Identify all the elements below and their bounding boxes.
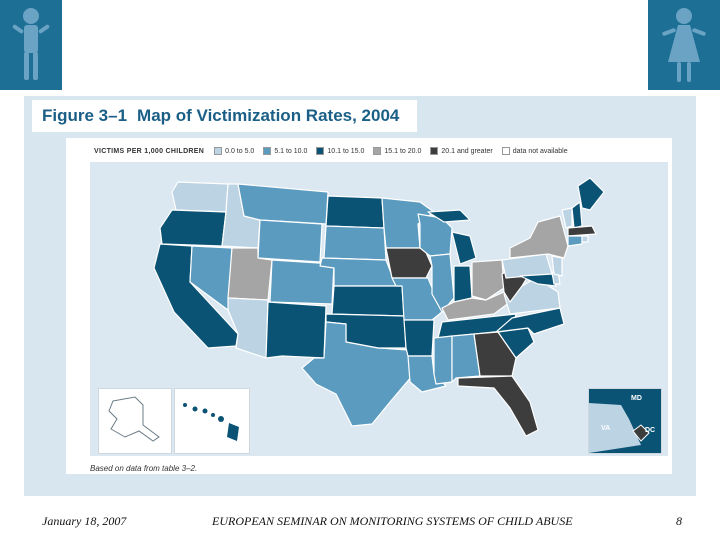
state-massachusetts xyxy=(567,225,597,237)
legend-swatch xyxy=(430,147,439,155)
hawaii-inset xyxy=(174,388,250,454)
legend-item: data not available xyxy=(501,147,568,155)
figure-title: Figure 3–1 Map of Victimization Rates, 2… xyxy=(32,100,418,132)
figure-number: Figure 3–1 xyxy=(42,106,128,125)
state-mississippi xyxy=(433,335,453,385)
legend-label: 20.1 and greater xyxy=(441,147,493,155)
footer-date: January 18, 2007 xyxy=(42,514,127,528)
state-oregon xyxy=(159,209,227,247)
us-map: MD VA DC xyxy=(90,162,668,456)
footer-title: EUROPEAN SEMINAR ON MONITORING SYSTEMS O… xyxy=(212,514,573,528)
legend-label: 15.1 to 20.0 xyxy=(384,147,422,155)
page-number: 8 xyxy=(676,514,682,528)
state-minnesota xyxy=(381,197,435,249)
legend-swatch xyxy=(501,147,510,155)
state-arkansas xyxy=(403,319,435,357)
inset-label-va: VA xyxy=(601,425,611,432)
state-michigan-up xyxy=(427,209,471,223)
map-legend: VICTIMS PER 1,000 CHILDREN 0.0 to 5.0 5.… xyxy=(94,144,644,163)
legend-label: 5.1 to 10.0 xyxy=(274,147,308,155)
state-wyoming xyxy=(257,219,323,263)
legend-item: 20.1 and greater xyxy=(430,147,493,155)
state-south-dakota xyxy=(323,225,387,261)
alaska-inset xyxy=(98,388,172,454)
state-new-hampshire xyxy=(571,201,583,229)
state-alabama xyxy=(451,333,481,383)
state-ohio xyxy=(471,259,505,301)
state-arizona xyxy=(227,297,269,359)
legend-swatch xyxy=(373,147,382,155)
state-connecticut xyxy=(567,235,583,247)
legend-swatch xyxy=(263,147,272,155)
boy-figure-icon xyxy=(0,0,62,90)
state-illinois xyxy=(429,253,455,313)
figure-panel: Figure 3–1 Map of Victimization Rates, 2… xyxy=(24,96,696,496)
state-texas xyxy=(301,321,413,427)
legend-swatch xyxy=(316,147,325,155)
state-florida xyxy=(457,375,539,437)
hawaii-shape xyxy=(183,403,239,441)
state-rhode-island xyxy=(581,235,589,243)
legend-item: 15.1 to 20.0 xyxy=(373,147,421,155)
legend-item: 5.1 to 10.0 xyxy=(263,147,307,155)
legend-label: 0.0 to 5.0 xyxy=(225,147,255,155)
state-new-mexico xyxy=(265,301,327,359)
figure-title-text: Map of Victimization Rates, 2004 xyxy=(137,106,400,125)
legend-item: 10.1 to 15.0 xyxy=(316,147,364,155)
alaska-shape xyxy=(108,396,160,442)
girl-figure-icon xyxy=(648,0,720,90)
md-dc-inset: MD VA DC xyxy=(588,388,662,454)
us-map-svg xyxy=(153,177,605,437)
state-colorado xyxy=(269,259,335,305)
state-maine xyxy=(577,177,605,211)
legend-swatch xyxy=(214,147,223,155)
legend-item: 0.0 to 5.0 xyxy=(214,147,254,155)
state-montana xyxy=(237,183,329,225)
state-new-jersey xyxy=(551,255,563,277)
state-maryland xyxy=(519,273,557,287)
state-kansas xyxy=(331,285,405,317)
state-north-dakota xyxy=(325,195,385,229)
inset-label-dc: DC xyxy=(645,427,656,434)
state-new-york xyxy=(509,215,569,259)
legend-label: data not available xyxy=(512,147,568,155)
md-dc-shape xyxy=(589,403,650,453)
map-frame: VICTIMS PER 1,000 CHILDREN 0.0 to 5.0 5.… xyxy=(66,138,672,474)
source-note: Based on data from table 3–2. xyxy=(90,464,198,473)
legend-header: VICTIMS PER 1,000 CHILDREN xyxy=(94,147,205,155)
state-indiana xyxy=(453,265,473,303)
legend-label: 10.1 to 15.0 xyxy=(327,147,365,155)
state-iowa xyxy=(385,247,433,279)
state-vermont xyxy=(561,207,573,229)
state-washington xyxy=(171,181,229,213)
state-michigan xyxy=(451,231,477,265)
inset-label-md: MD xyxy=(631,395,642,402)
